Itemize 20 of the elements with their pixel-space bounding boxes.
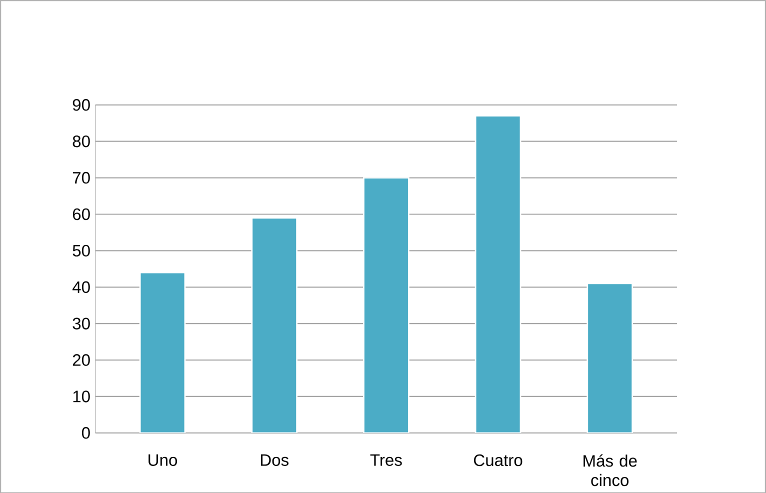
y-tick-label: 40 (72, 281, 90, 293)
x-tick-label: Uno (148, 454, 178, 466)
bar (474, 114, 522, 433)
y-tick-label: 20 (72, 354, 90, 366)
bar (251, 217, 298, 433)
y-tick-label: 10 (73, 390, 90, 402)
y-tick-label: 50 (72, 244, 90, 256)
x-tick-label: Tres (370, 454, 402, 466)
y-tick-label: 80 (72, 135, 90, 148)
y-tick-label: 90 (72, 98, 90, 111)
y-tick-label: 30 (72, 318, 90, 330)
bar (363, 176, 410, 433)
x-tick-label: Cuatro (474, 454, 522, 466)
y-tick-label: 0 (82, 426, 90, 439)
x-tick-label: Dos (260, 454, 288, 466)
bar (139, 272, 186, 433)
y-tick-label: 60 (72, 208, 90, 220)
x-tick-label: Más de cinco (584, 454, 637, 486)
y-tick-label: 70 (72, 172, 90, 184)
bar (586, 282, 634, 433)
